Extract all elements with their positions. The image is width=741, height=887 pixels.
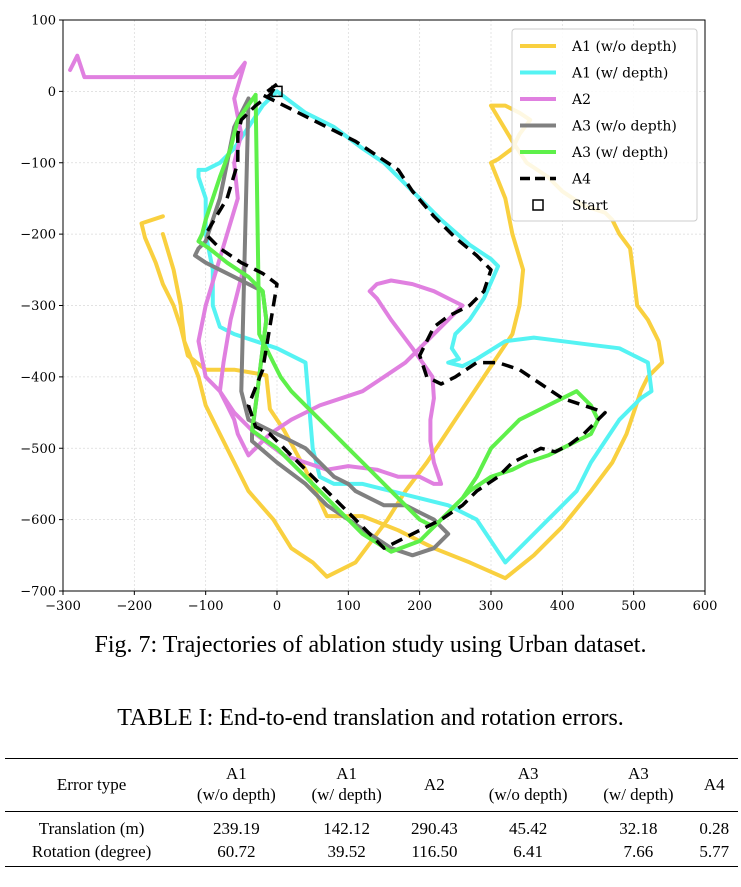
table-cell: 39.52: [327, 842, 366, 861]
y-tick-label: −400: [20, 370, 56, 385]
x-tick-label: −300: [45, 599, 81, 610]
x-tick-label: −100: [188, 599, 224, 610]
table-cell: 116.50: [411, 842, 458, 861]
header-line2: (w/o depth): [196, 785, 276, 804]
header-line2: (w/ depth): [311, 785, 382, 804]
table-header-row: Error type A1 (w/o depth) A1 (w/ depth) A2…: [5, 758, 738, 812]
y-tick-label: 0: [48, 85, 56, 100]
start-marker-layer: [271, 85, 283, 98]
header-a1-w-depth: A1 (w/ depth): [294, 758, 399, 812]
y-tick-label: −300: [20, 299, 56, 314]
header-line1: Error type: [56, 774, 127, 794]
x-tick-label: 200: [407, 599, 432, 610]
table-cell: 7.66: [623, 842, 654, 861]
header-line1: A4: [703, 774, 725, 794]
x-tick-label: 600: [693, 599, 718, 610]
y-tick-label: −100: [20, 156, 56, 171]
table-cell: Translation (m): [38, 819, 145, 838]
legend-label-5: A4: [571, 172, 591, 188]
table-cell: 5.77: [699, 842, 730, 861]
trajectory-plot: −300 −200 −100 0 100 200 300 400 500 600 100 0 −100 −…: [20, 14, 717, 611]
legend-box: [511, 28, 698, 222]
table-cell: Rotation (degree): [31, 842, 152, 861]
series-line-5: [203, 82, 607, 550]
figure-caption: Fig. 7: Trajectories of ablation study u…: [94, 632, 647, 658]
legend-label-6: Start: [572, 198, 608, 214]
y-tick-label: −700: [20, 585, 56, 600]
table-row-translation: Translation (m) 239.19 142.12 290.43 45.…: [5, 812, 738, 841]
x-tick-label: 500: [621, 599, 646, 610]
y-tick-label: −600: [20, 513, 56, 528]
header-line2: (w/ depth): [603, 785, 674, 804]
ticks: −300 −200 −100 0 100 200 300 400 500 600 100 0 −100 −…: [20, 14, 717, 611]
x-tick-label: 0: [273, 599, 281, 610]
y-tick-label: −200: [20, 228, 56, 243]
series-line-2: [68, 53, 465, 486]
legend-label-3: A3 (w/o depth): [571, 119, 677, 135]
table-cell: 45.42: [509, 819, 548, 838]
legend-swatch-start: [532, 199, 544, 211]
legend-label-0: A1 (w/o depth): [571, 39, 677, 55]
x-tick-label: 400: [550, 599, 575, 610]
header-a2: A2: [398, 758, 471, 812]
header-line1: A1: [225, 764, 247, 783]
x-tick-label: 300: [479, 599, 504, 610]
table-cell: 0.28: [699, 819, 730, 838]
legend-label-2: A2: [571, 92, 591, 108]
header-line2: (w/o depth): [488, 785, 568, 804]
header-line1: A1: [336, 764, 358, 783]
table-row-rotation: Rotation (degree) 60.72 39.52 116.50 6.4…: [5, 840, 738, 867]
table-cell: 239.19: [212, 819, 260, 838]
header-error-type: Error type: [5, 758, 179, 812]
y-tick-label: −500: [20, 442, 56, 457]
header-line1: A3: [517, 764, 539, 783]
table-cell: 6.41: [513, 842, 544, 861]
legend-label-1: A1 (w/ depth): [571, 66, 668, 82]
header-a4: A4: [690, 758, 738, 812]
header-line1: A3: [628, 764, 649, 783]
y-tick-label: 100: [31, 14, 56, 29]
x-tick-label: −200: [116, 599, 152, 610]
table-title: TABLE I: End-to-end translation and rota…: [117, 705, 624, 731]
header-a3-wo-depth: A3 (w/o depth): [470, 758, 587, 812]
header-line1: A2: [424, 774, 445, 794]
series-layer: [68, 53, 665, 581]
trajectory-figure: −300 −200 −100 0 100 200 300 400 500 600 100 0 −100 −…: [20, 14, 717, 611]
legend-label-4: A3 (w/ depth): [571, 145, 668, 161]
table-cell: 60.72: [217, 842, 256, 861]
error-table: Error type A1 (w/o depth) A1 (w/ depth) A2…: [5, 758, 738, 867]
x-tick-label: 100: [336, 599, 361, 610]
table-cell: 142.12: [323, 819, 370, 838]
header-a1-wo-depth: A1 (w/o depth): [178, 758, 295, 812]
series-line-4: [196, 92, 600, 554]
error-table-container: Error type A1 (w/o depth) A1 (w/ depth) A2…: [5, 758, 738, 867]
series-line-3: [193, 96, 451, 558]
legend: A1 (w/o depth) A1 (w/ depth) A2 A3 (w/o dep…: [511, 28, 698, 222]
header-a3-w-depth: A3 (w/ depth): [586, 758, 691, 812]
start-marker: [271, 85, 283, 98]
table-cell: 32.18: [619, 819, 658, 838]
table-cell: 290.43: [411, 819, 458, 838]
